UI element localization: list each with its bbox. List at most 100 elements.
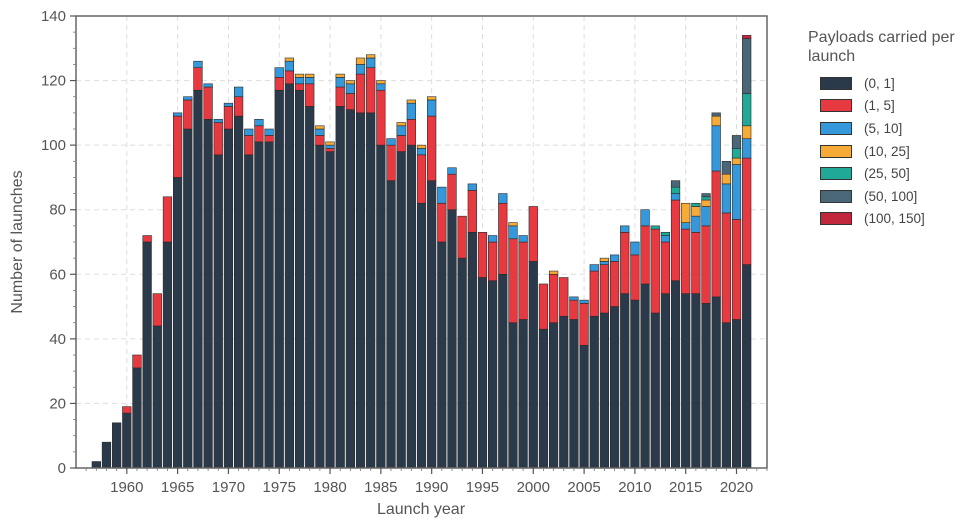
legend: Payloads carried per launch (0, 1] (1, 5]… — [808, 28, 958, 230]
legend-item: (50, 100] — [808, 185, 958, 208]
legend-label: (0, 1] — [864, 75, 895, 91]
bar-segment — [274, 89, 284, 469]
bar-segment — [620, 225, 630, 233]
bar-segment — [559, 277, 569, 317]
bar-segment — [731, 148, 742, 159]
bar-segment — [416, 154, 427, 204]
bar-segment — [406, 99, 416, 104]
bar-segment — [670, 180, 681, 188]
bar-segment — [406, 144, 416, 469]
bar-segment — [589, 264, 599, 272]
bar-segment — [416, 202, 427, 469]
bar-segment — [244, 135, 254, 156]
legend-item: (5, 10] — [808, 117, 958, 140]
bar-segment — [711, 125, 721, 172]
bar-segment — [589, 270, 599, 317]
bar-segment — [386, 144, 396, 181]
legend-item: (10, 25] — [808, 140, 958, 163]
bar-segment — [691, 232, 701, 294]
bar-segment — [640, 283, 650, 469]
x-tick-label: 1960 — [110, 479, 143, 496]
bar-segment — [325, 144, 335, 149]
bar-segment — [335, 86, 345, 107]
bar-segment — [335, 106, 345, 469]
bar-segment — [721, 183, 731, 214]
bar-segment — [315, 144, 325, 469]
x-tick-label: 2020 — [720, 479, 753, 496]
bar-segment — [559, 315, 569, 469]
bar-segment — [731, 164, 742, 220]
bar-segment — [193, 60, 203, 68]
bar-segment — [254, 125, 264, 143]
bar-segment — [609, 254, 620, 262]
bar-segment — [731, 135, 742, 149]
legend-swatch — [820, 189, 852, 203]
bar-segment — [742, 125, 752, 139]
bar-segment — [416, 144, 427, 149]
bar-segment — [203, 83, 213, 88]
bar-segment — [437, 241, 447, 469]
bar-segment — [396, 122, 406, 127]
bar-segment — [427, 115, 437, 181]
bar-segment — [488, 235, 498, 243]
bar-segment — [142, 241, 152, 469]
bar-segment — [691, 293, 701, 469]
bar-segment — [701, 225, 711, 304]
bar-segment — [498, 273, 508, 469]
bar-segment — [355, 73, 366, 114]
bar-segment — [203, 86, 213, 120]
bar-segment — [569, 299, 579, 320]
bar-segment — [742, 138, 752, 159]
x-tick-label: 2005 — [567, 479, 600, 496]
bar-segment — [366, 57, 376, 68]
bar-segment — [376, 144, 386, 469]
legend-label: (1, 5] — [864, 98, 895, 114]
bar-segment — [691, 215, 701, 233]
legend-title: Payloads carried per launch — [808, 29, 955, 65]
bar-segment — [264, 141, 274, 469]
axes: 0 20 40 60 80 100 120 140 1960 1965 1970 1975 1980 19… — [41, 8, 768, 496]
bar-segment — [742, 38, 752, 94]
bar-segment — [508, 225, 518, 240]
legend-items: (0, 1] (1, 5] (5, 10] (10, 25] (25, 50] (50, … — [808, 72, 958, 230]
bar-segment — [742, 264, 752, 469]
bar-segment — [477, 232, 488, 278]
bar-segment — [294, 83, 305, 91]
bar-segment — [721, 160, 731, 175]
bar-segment — [528, 261, 538, 469]
bar-segment — [681, 228, 691, 294]
bar-segment — [294, 89, 305, 469]
y-tick-label: 100 — [41, 137, 66, 154]
bar-segment — [660, 293, 671, 469]
bar-segment — [406, 119, 416, 146]
bar-segment — [630, 241, 640, 256]
bar-segment — [305, 73, 315, 78]
bar-segment — [172, 115, 183, 178]
y-tick-label: 140 — [41, 8, 66, 25]
bar-segment — [213, 119, 223, 123]
bar-segment — [498, 193, 508, 204]
bar-segment — [731, 319, 742, 469]
bar-segment — [264, 135, 274, 143]
bar-segment — [244, 154, 254, 469]
x-tick-label: 1980 — [313, 479, 346, 496]
bar-segment — [640, 225, 650, 285]
bar-segment — [91, 461, 101, 469]
bar-segment — [284, 60, 295, 72]
legend-item: (0, 1] — [808, 72, 958, 95]
bar-segment — [518, 235, 528, 243]
bar-segment — [548, 322, 559, 469]
bar-segment — [264, 128, 274, 136]
bar-segment — [416, 148, 427, 156]
bar-segment — [396, 125, 406, 136]
bar-segment — [508, 322, 518, 469]
bar-segment — [142, 235, 152, 243]
bar-segment — [284, 83, 295, 469]
bar-segment — [742, 93, 752, 127]
x-tick-label: 1975 — [263, 479, 296, 496]
bar-segment — [447, 209, 457, 469]
bar-segment — [457, 257, 467, 469]
bar-segment — [579, 299, 589, 304]
bar-segment — [396, 135, 406, 152]
bar-segment — [742, 157, 752, 265]
